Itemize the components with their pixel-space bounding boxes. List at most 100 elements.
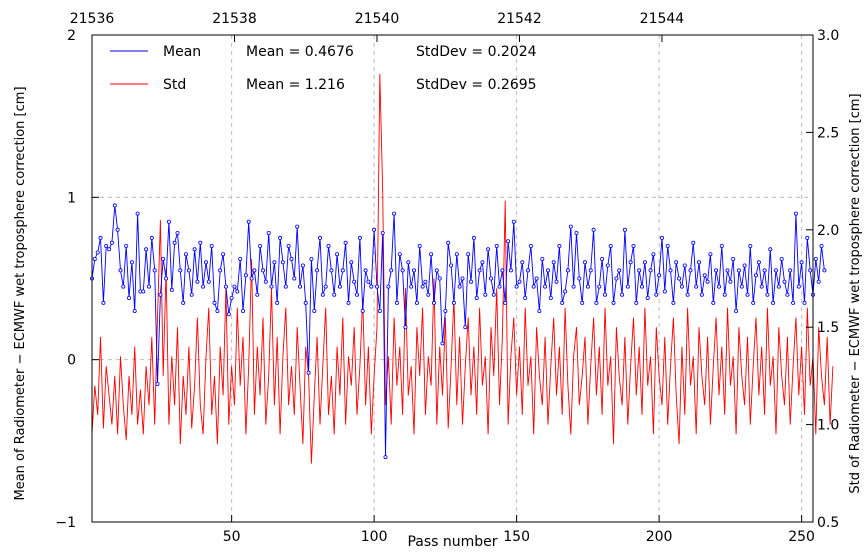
data-point-mean bbox=[808, 268, 813, 273]
data-point-mean bbox=[127, 295, 132, 300]
y-right-tick-label: 1.0 bbox=[817, 418, 839, 434]
data-point-mean bbox=[782, 279, 787, 284]
y-axis-right-label: Std of Radiometer − ECMWF wet tropospher… bbox=[848, 93, 863, 493]
data-point-mean bbox=[791, 300, 796, 305]
data-point-mean bbox=[731, 256, 736, 261]
data-point-mean bbox=[135, 211, 140, 216]
x-tick-label: 200 bbox=[646, 529, 673, 545]
data-point-mean bbox=[634, 300, 639, 305]
data-point-mean bbox=[132, 308, 137, 313]
legend-entry-std: Std Mean = 1.216 StdDev = 0.2695 bbox=[110, 77, 537, 93]
data-point-mean bbox=[657, 273, 662, 278]
data-point-mean bbox=[258, 243, 263, 248]
data-point-mean bbox=[594, 300, 599, 305]
data-point-mean bbox=[164, 276, 169, 281]
data-point-mean bbox=[805, 235, 810, 240]
data-point-mean bbox=[714, 268, 719, 273]
data-point-mean bbox=[354, 292, 359, 297]
data-point-mean bbox=[369, 284, 374, 289]
data-point-mean bbox=[309, 256, 314, 261]
top-x-tick-label: 21538 bbox=[212, 11, 257, 27]
data-point-mean bbox=[380, 230, 385, 235]
data-point-mean bbox=[212, 300, 217, 305]
data-point-mean bbox=[295, 224, 300, 229]
data-point-mean bbox=[468, 279, 473, 284]
data-point-mean bbox=[349, 260, 354, 265]
data-point-mean bbox=[289, 256, 294, 261]
data-point-mean bbox=[682, 263, 687, 268]
data-point-mean bbox=[206, 279, 211, 284]
legend-stat-std-mean: Mean = 1.216 bbox=[246, 77, 345, 93]
data-point-mean bbox=[756, 260, 761, 265]
data-point-mean bbox=[403, 325, 408, 330]
data-point-mean bbox=[440, 341, 445, 346]
data-point-mean bbox=[280, 260, 285, 265]
data-point-mean bbox=[312, 308, 317, 313]
data-point-mean bbox=[574, 230, 579, 235]
data-point-mean bbox=[411, 268, 416, 273]
data-point-mean bbox=[172, 240, 177, 245]
legend-label-std: Std bbox=[163, 77, 186, 93]
data-point-mean bbox=[215, 308, 220, 313]
data-point-mean bbox=[229, 295, 234, 300]
data-point-mean bbox=[372, 227, 377, 232]
data-point-mean bbox=[765, 292, 770, 297]
data-point-mean bbox=[637, 268, 642, 273]
data-point-mean bbox=[563, 289, 568, 294]
legend-stat-mean-stddev: StdDev = 0.2024 bbox=[416, 44, 537, 60]
data-point-mean bbox=[95, 250, 100, 255]
data-point-mean bbox=[121, 284, 126, 289]
data-point-mean bbox=[255, 292, 260, 297]
data-point-mean bbox=[645, 295, 650, 300]
legend: Mean Mean = 0.4676 StdDev = 0.2024 Std M… bbox=[110, 44, 537, 93]
data-point-mean bbox=[360, 308, 365, 313]
data-point-mean bbox=[158, 292, 163, 297]
data-point-mean bbox=[152, 268, 157, 273]
data-point-mean bbox=[460, 276, 465, 281]
data-point-mean bbox=[223, 284, 228, 289]
data-point-mean bbox=[146, 284, 151, 289]
data-point-mean bbox=[568, 224, 573, 229]
data-point-mean bbox=[352, 279, 357, 284]
data-point-mean bbox=[166, 219, 171, 224]
data-point-mean bbox=[736, 268, 741, 273]
data-point-mean bbox=[443, 308, 448, 313]
x-tick-label: 150 bbox=[503, 529, 530, 545]
data-point-mean bbox=[717, 284, 722, 289]
data-point-mean bbox=[674, 260, 679, 265]
data-point-mean bbox=[768, 247, 773, 252]
data-point-mean bbox=[565, 268, 570, 273]
data-point-mean bbox=[611, 300, 616, 305]
data-point-mean bbox=[198, 240, 203, 245]
y-right-tick-label: 2.5 bbox=[817, 125, 839, 141]
data-point-mean bbox=[201, 284, 206, 289]
data-point-mean bbox=[583, 260, 588, 265]
data-point-mean bbox=[788, 268, 793, 273]
data-point-mean bbox=[414, 300, 419, 305]
data-point-mean bbox=[711, 300, 716, 305]
data-point-mean bbox=[497, 284, 502, 289]
data-point-mean bbox=[303, 300, 308, 305]
data-point-mean bbox=[115, 227, 120, 232]
data-point-mean bbox=[540, 256, 545, 261]
data-point-mean bbox=[297, 284, 302, 289]
y-axis-left-label: Mean of Radiometer − ECMWF wet troposphe… bbox=[13, 86, 28, 500]
data-point-mean bbox=[488, 276, 493, 281]
data-point-mean bbox=[366, 279, 371, 284]
data-point-mean bbox=[283, 284, 288, 289]
data-point-mean bbox=[557, 243, 562, 248]
data-point-mean bbox=[745, 292, 750, 297]
data-point-mean bbox=[357, 235, 362, 240]
axis-ticks bbox=[91, 34, 813, 523]
y-left-tick-label: −1 bbox=[55, 515, 76, 531]
top-x-tick-label: 21544 bbox=[640, 11, 685, 27]
data-point-mean bbox=[109, 240, 114, 245]
data-point-mean bbox=[377, 308, 382, 313]
data-point-mean bbox=[346, 300, 351, 305]
data-point-mean bbox=[169, 287, 174, 292]
data-point-mean bbox=[446, 240, 451, 245]
data-point-mean bbox=[112, 203, 117, 208]
data-point-mean bbox=[691, 240, 696, 245]
axis-tick-labels: 50 100 150 200 250 21536 21538 21540 21542 21544 −… bbox=[55, 11, 839, 545]
data-point-mean bbox=[523, 295, 528, 300]
